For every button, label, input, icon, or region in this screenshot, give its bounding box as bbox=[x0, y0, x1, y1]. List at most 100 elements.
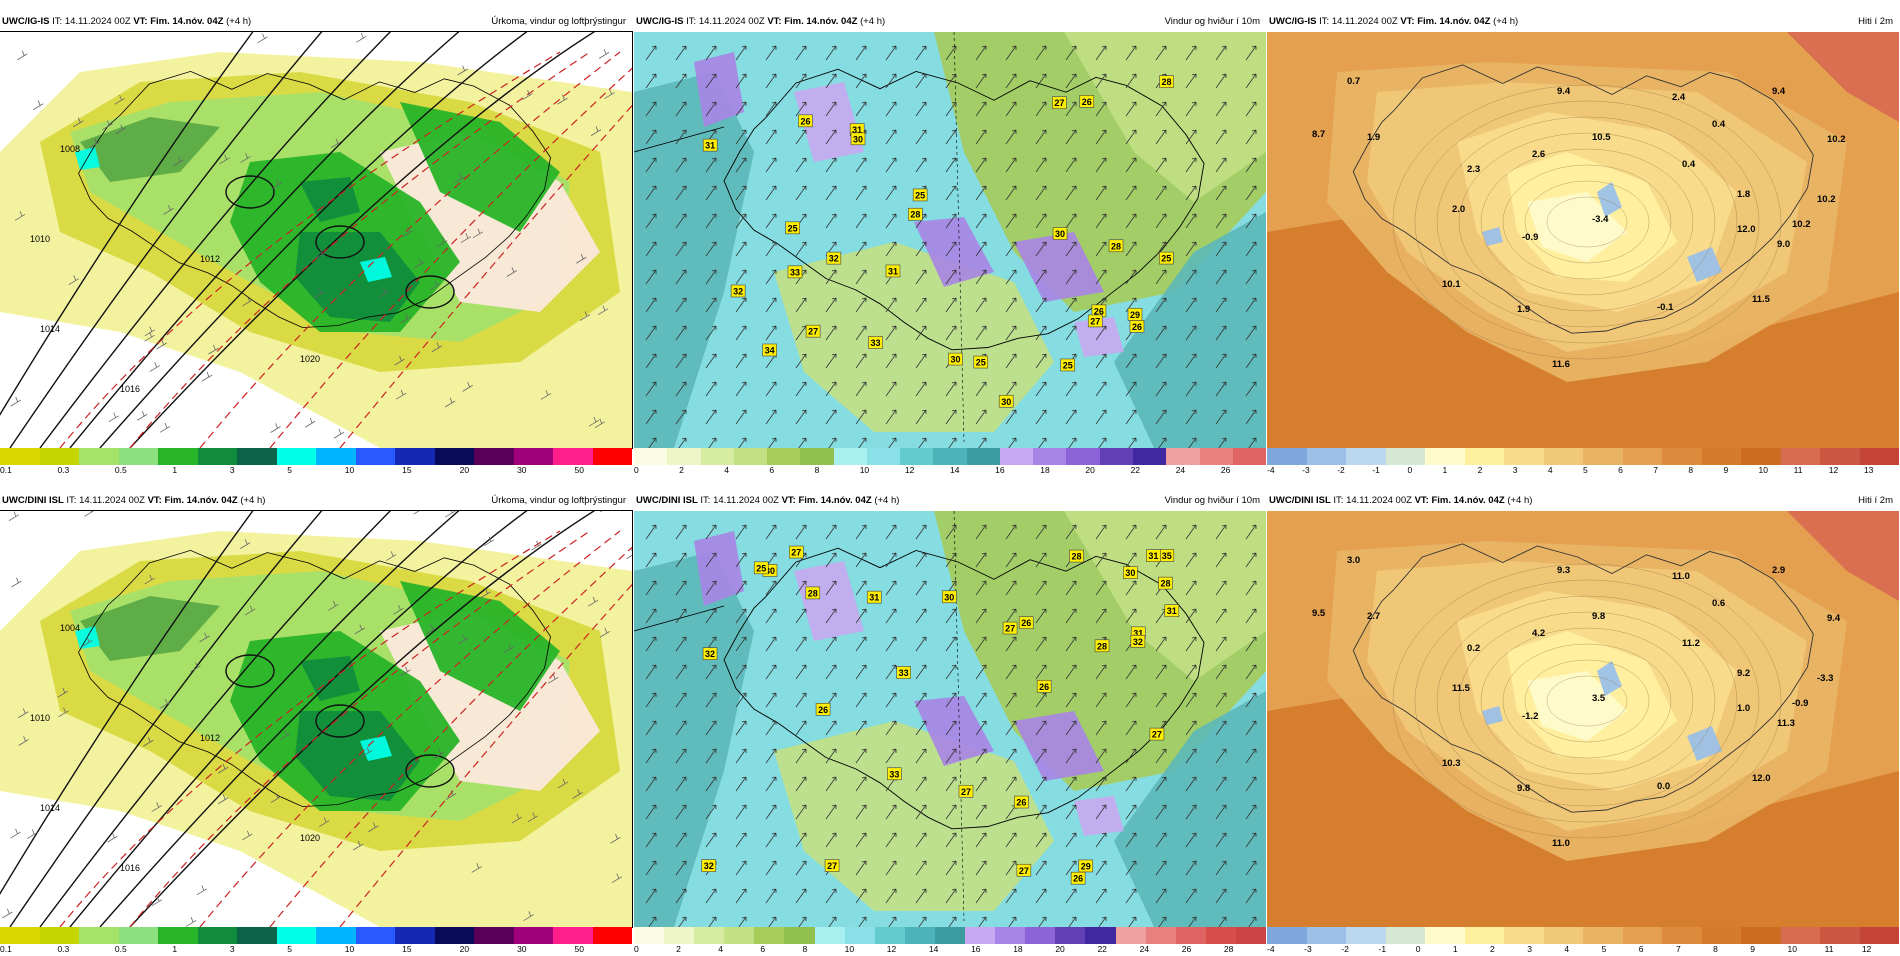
colorbar-swatch bbox=[118, 448, 158, 465]
colorbar-swatch bbox=[355, 448, 395, 465]
colorbar-swatch bbox=[1701, 927, 1741, 944]
gust-label: 28 bbox=[808, 588, 818, 598]
temperature-label: 2.3 bbox=[1467, 164, 1480, 175]
map-panel-3: UWC/IG-IS IT: 14.11.2024 00Z VT: Fim. 14… bbox=[1267, 14, 1899, 475]
gust-label: 30 bbox=[765, 566, 775, 576]
colorbar-swatch bbox=[1306, 448, 1346, 465]
colorbar-swatch bbox=[844, 927, 875, 944]
colorbar-swatch bbox=[667, 448, 701, 465]
temperature-label: 0.6 bbox=[1712, 598, 1725, 609]
colorbar-swatch bbox=[1055, 927, 1086, 944]
isobar-label: 1020 bbox=[300, 354, 320, 364]
colorbar-swatch bbox=[395, 448, 435, 465]
colorbar-tick: 0.1 bbox=[0, 465, 12, 475]
colorbar-swatch bbox=[1741, 927, 1781, 944]
colorbar-tick: 2 bbox=[1477, 465, 1483, 475]
colorbar-swatch bbox=[1425, 448, 1465, 465]
gust-label: 31 bbox=[1133, 628, 1143, 638]
colorbar-swatch bbox=[1543, 448, 1583, 465]
colorbar-swatch bbox=[1780, 927, 1820, 944]
colorbar-tick: 20 bbox=[459, 944, 470, 954]
colorbar bbox=[634, 448, 1267, 465]
colorbar-tick: -4 bbox=[1267, 944, 1275, 954]
gust-label: 31 bbox=[1148, 551, 1158, 561]
colorbar-tick: 10 bbox=[344, 465, 355, 475]
temperature-label: 9.8 bbox=[1517, 783, 1530, 794]
map-canvas: 0.7 9.4 2.4 9.4 8.7 1.9 0.4 10.2 10.5 2.6 2.3 0.4 1.… bbox=[1267, 32, 1899, 448]
gust-label: 30 bbox=[1001, 397, 1011, 407]
colorbar-swatch bbox=[355, 927, 395, 944]
vt-time: Fim. 14.nóv. 04Z bbox=[164, 495, 238, 506]
gust-label: 25 bbox=[976, 358, 986, 368]
colorbar-tick: 1 bbox=[1442, 465, 1448, 475]
colorbar-ticks: -4 -3 -2 -1 0 1 2 3 4 5 6 7 8 9 10 11 12 13 bbox=[1267, 465, 1899, 477]
colorbar-tick: 0 bbox=[634, 944, 639, 954]
temperature-label: 12.0 bbox=[1737, 224, 1756, 235]
colorbar-swatch bbox=[118, 927, 158, 944]
colorbar-swatch bbox=[933, 448, 967, 465]
temperature-label: 10.1 bbox=[1442, 279, 1461, 290]
colorbar-tick: 22 bbox=[1097, 944, 1107, 954]
colorbar-swatch bbox=[634, 927, 665, 944]
colorbar-tick: 6 bbox=[1618, 465, 1623, 475]
gust-label: 26 bbox=[1021, 618, 1031, 628]
temperature-label: 3.5 bbox=[1592, 693, 1606, 704]
panel-header: UWC/DINI ISL IT: 14.11.2024 00Z VT: Fim.… bbox=[0, 493, 632, 509]
colorbar-swatch bbox=[1780, 448, 1820, 465]
colorbar-tick: 18 bbox=[1013, 944, 1023, 954]
colorbar-swatch bbox=[814, 927, 845, 944]
precip-map: 1008 1010 1012 1014 1016 1020 bbox=[0, 32, 632, 448]
gust-label: 27 bbox=[808, 327, 818, 337]
temperature-label: 10.3 bbox=[1442, 758, 1461, 769]
lead-offset: (+4 h) bbox=[1507, 495, 1533, 506]
isobar-label: 1012 bbox=[200, 254, 220, 264]
colorbar-tick: 26 bbox=[1220, 465, 1231, 475]
model-name: UWC/DINI ISL bbox=[2, 495, 64, 506]
gust-label: 31 bbox=[869, 593, 879, 603]
colorbar-swatch bbox=[1199, 448, 1233, 465]
gust-label: 27 bbox=[1005, 624, 1015, 634]
it-label: IT: bbox=[1319, 16, 1330, 27]
model-name: UWC/IG-IS bbox=[636, 16, 684, 27]
temperature-label: 10.2 bbox=[1817, 194, 1836, 205]
colorbar-ticks: 0 2 4 6 8 10 12 14 16 18 20 22 24 26 bbox=[634, 465, 1266, 477]
colorbar-swatch bbox=[1820, 448, 1860, 465]
colorbar-tick: 3 bbox=[1527, 944, 1532, 954]
temperature-label: 9.2 bbox=[1737, 668, 1750, 679]
colorbar-tick: 2 bbox=[1490, 944, 1495, 954]
map-canvas: 27 31 26 33 30 28 30 25 28 31 25 26 27 32 25 27 31 26 28 30… bbox=[634, 32, 1266, 448]
colorbar-swatch bbox=[276, 448, 316, 465]
colorbar-tick: 4 bbox=[724, 465, 730, 475]
colorbar-swatch bbox=[700, 448, 734, 465]
colorbar-tick: 20 bbox=[1055, 944, 1065, 954]
colorbar-swatch bbox=[1859, 448, 1899, 465]
vt-label: VT: bbox=[781, 495, 796, 506]
colorbar-swatch bbox=[664, 927, 695, 944]
colorbar bbox=[0, 448, 632, 465]
colorbar-ticks: 0.1 0.3 0.5 1 3 5 10 15 20 30 50 bbox=[0, 944, 632, 956]
colorbar-ticks: 0 2 4 6 8 10 12 14 16 18 20 22 24 26 28 bbox=[634, 944, 1266, 956]
gust-label: 27 bbox=[1019, 866, 1029, 876]
colorbar-swatch bbox=[874, 927, 905, 944]
colorbar-tick: 30 bbox=[517, 465, 527, 475]
temp-map: 0.7 9.4 2.4 9.4 8.7 1.9 0.4 10.2 10.5 2.6 2.3 0.4 1.… bbox=[1267, 32, 1899, 448]
gust-label: 30 bbox=[950, 355, 960, 365]
colorbar-tick: 12 bbox=[904, 465, 915, 475]
panel-header: UWC/IG-IS IT: 14.11.2024 00Z VT: Fim. 14… bbox=[0, 14, 632, 30]
colorbar-swatch bbox=[784, 927, 815, 944]
colorbar-swatch bbox=[1701, 448, 1741, 465]
temperature-label: 0.4 bbox=[1712, 119, 1726, 130]
colorbar-tick: 18 bbox=[1040, 465, 1050, 475]
map-panel-4: UWC/DINI ISL IT: 14.11.2024 00Z VT: Fim.… bbox=[0, 493, 633, 954]
gust-label: 31 bbox=[1167, 606, 1177, 616]
colorbar-tick: 8 bbox=[1688, 465, 1694, 475]
colorbar-swatch bbox=[1175, 927, 1206, 944]
colorbar-tick: 16 bbox=[995, 465, 1005, 475]
colorbar-swatch bbox=[1145, 927, 1176, 944]
temperature-label: 2.9 bbox=[1772, 565, 1785, 576]
gust-label: 25 bbox=[1063, 360, 1073, 370]
colorbar-swatch bbox=[754, 927, 785, 944]
lead-offset: (+4 h) bbox=[226, 16, 252, 27]
colorbar-tick: 15 bbox=[402, 465, 412, 475]
temperature-label: 9.4 bbox=[1557, 86, 1571, 97]
